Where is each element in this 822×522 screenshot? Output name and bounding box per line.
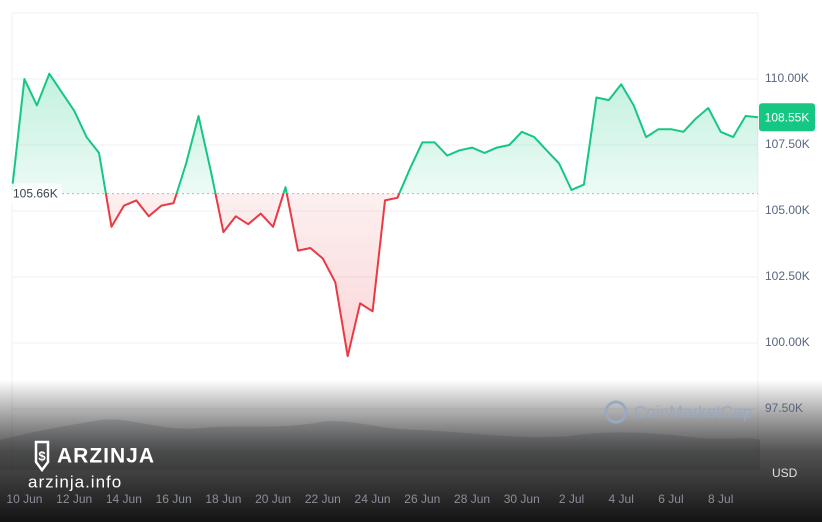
- y-tick-label: 107.50K: [765, 137, 810, 151]
- price-line: [11, 72, 759, 358]
- area: [12, 73, 758, 357]
- last-price-tag: [759, 103, 815, 132]
- x-tick-label: 2 Jul: [559, 492, 584, 506]
- svg-text:$: $: [38, 448, 46, 463]
- x-tick-label: 16 Jun: [156, 492, 192, 506]
- x-tick-label: 26 Jun: [404, 492, 440, 506]
- watermark-text: CoinMarketCap: [634, 402, 752, 421]
- x-tick-label: 8 Jul: [708, 492, 733, 506]
- watermark: CoinMarketCap: [604, 400, 752, 424]
- baseline-tag: [4, 183, 62, 204]
- site: arzinja.info: [28, 472, 122, 491]
- x-tick-label: 10 Jun: [6, 492, 42, 506]
- axis-unit: USD: [772, 466, 798, 480]
- x-tick-label: 28 Jun: [454, 492, 490, 506]
- brand: ARZINJA: [57, 445, 155, 468]
- x-tick-label: 24 Jun: [355, 492, 391, 506]
- plot: 105.66K 108.55K: [4, 72, 815, 358]
- logo: $ ARZINJA arzinja.info: [28, 440, 155, 491]
- y-tick-label: 105.00K: [765, 203, 810, 217]
- x-tick-label: 20 Jun: [255, 492, 291, 506]
- x-tick-label: 12 Jun: [56, 492, 92, 506]
- x-tick-label: 4 Jul: [609, 492, 634, 506]
- y-tick-label: 97.50K: [765, 401, 803, 415]
- y-tick-label: 110.00K: [765, 71, 809, 85]
- bottom-overlay: [0, 380, 822, 522]
- x-tick-label: 30 Jun: [504, 492, 540, 506]
- x-tick-label: 6 Jul: [658, 492, 683, 506]
- x-tick-label: 18 Jun: [205, 492, 241, 506]
- y-tick-label: 102.50K: [765, 269, 810, 283]
- x-tick-label: 22 Jun: [305, 492, 341, 506]
- y-tick-label: 100.00K: [765, 335, 810, 349]
- baseline-label: 105.66K: [13, 187, 58, 201]
- x-tick-label: 14 Jun: [106, 492, 142, 506]
- last-price-label: 108.55K: [765, 110, 810, 124]
